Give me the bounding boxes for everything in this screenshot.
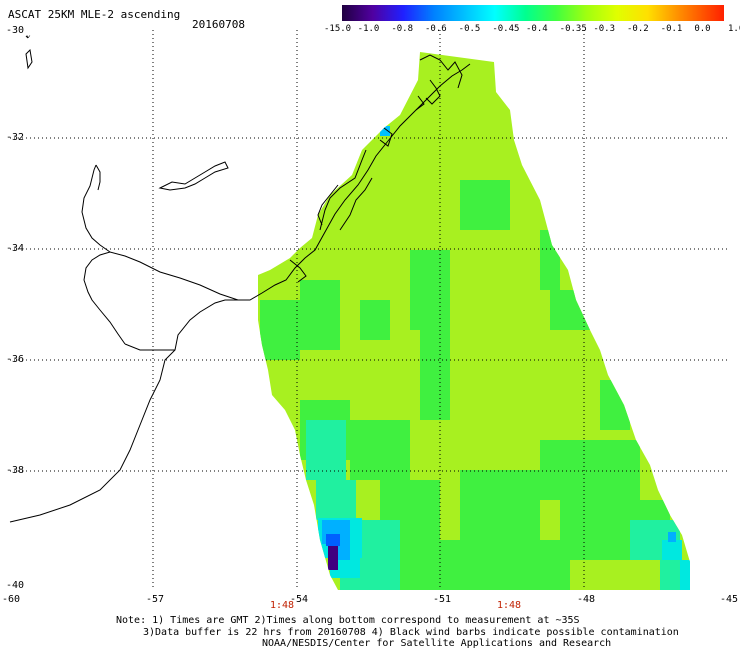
note-line-1: Note: 1) Times are GMT 2)Times along bot… <box>116 615 580 626</box>
colorbar-label: -0.6 <box>425 24 447 34</box>
map-grid <box>10 30 730 590</box>
colorbar-label: -0.4 <box>526 24 548 34</box>
colorbar <box>342 5 724 21</box>
colorbar-gradient <box>342 5 724 21</box>
colorbar-label: -0.3 <box>593 24 616 34</box>
lon-label-60: -60 <box>2 594 21 605</box>
colorbar-label: 0.0 <box>694 24 711 34</box>
lat-label-38: -38 <box>6 465 25 476</box>
lat-label-36: -36 <box>6 354 25 365</box>
colorbar-label: -0.5 <box>458 24 481 34</box>
time-label-left: 1:48 <box>270 600 295 611</box>
colorbar-label: -1.0 <box>357 24 380 34</box>
lon-label-45: -45 <box>720 594 739 605</box>
time-label-right: 1:48 <box>497 600 522 611</box>
map-date: 20160708 <box>192 18 245 31</box>
lat-label-30: -30 <box>6 25 25 36</box>
colorbar-label: 1.0 <box>728 24 740 34</box>
lat-label-32: -32 <box>6 132 25 143</box>
colorbar-label: -15.0 <box>324 24 352 34</box>
swath-green-areas <box>260 180 670 590</box>
scatterometer-swath <box>258 52 690 590</box>
map-title: ASCAT 25KM MLE-2 ascending <box>8 8 181 21</box>
note-line-3: NOAA/NESDIS/Center for Satellite Applica… <box>262 638 612 649</box>
colorbar-label: -0.35 <box>559 24 587 34</box>
note-line-2: 3)Data buffer is 22 hrs from 20160708 4)… <box>143 627 679 638</box>
swath-deepblue-areas <box>326 534 340 570</box>
colorbar-label: -0.45 <box>492 24 520 34</box>
swath-cyan-nearshore <box>380 126 390 136</box>
dropdown-arrow-icon: ⌄ <box>26 30 31 39</box>
lat-label-34: -34 <box>6 243 25 254</box>
lon-label-54: -54 <box>290 594 309 605</box>
lon-label-51: -51 <box>433 594 452 605</box>
lat-label-40: -40 <box>6 580 25 591</box>
colorbar-label: -0.8 <box>391 24 414 34</box>
colorbar-label: -0.1 <box>660 24 683 34</box>
coastline <box>9 35 471 523</box>
lon-label-57: -57 <box>146 594 165 605</box>
lon-label-48: -48 <box>577 594 596 605</box>
colorbar-label: -0.2 <box>627 24 649 34</box>
